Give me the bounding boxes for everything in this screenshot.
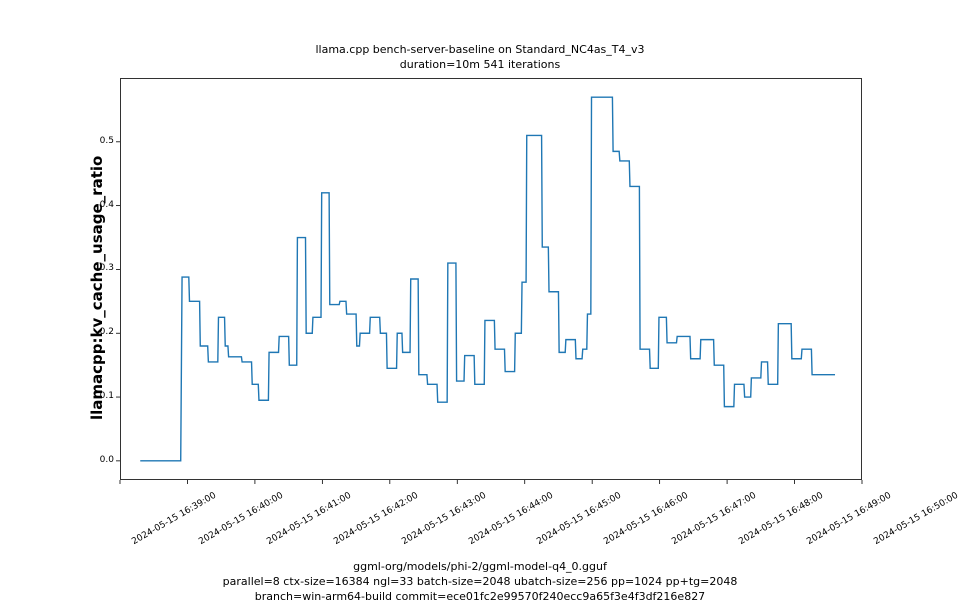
y-tick-label: 0.4 [92,200,114,210]
line-chart [120,78,862,480]
chart-container: llama.cpp bench-server-baseline on Stand… [0,0,960,600]
y-tick-label: 0.2 [92,327,114,337]
y-tick-label: 0.1 [92,391,114,401]
y-axis-label: llamacpp:kv_cache_usage_ratio [88,156,106,420]
chart-footer-line1: ggml-org/models/phi-2/ggml-model-q4_0.gg… [0,560,960,573]
chart-footer-line2: parallel=8 ctx-size=16384 ngl=33 batch-s… [0,575,960,588]
y-tick-label: 0.0 [92,455,114,465]
chart-footer-line3: branch=win-arm64-build commit=ece01fc2e9… [0,590,960,600]
chart-title-line2: duration=10m 541 iterations [0,58,960,71]
y-tick-label: 0.3 [92,263,114,273]
y-tick-label: 0.5 [92,136,114,146]
chart-title-line1: llama.cpp bench-server-baseline on Stand… [0,43,960,56]
